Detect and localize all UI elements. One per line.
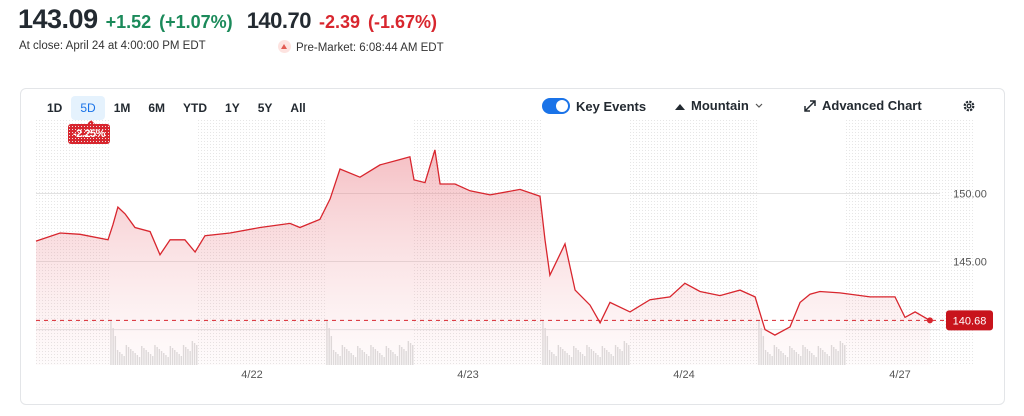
tab-6m[interactable]: 6M [148,101,166,115]
mountain-icon [675,103,685,110]
toggle-switch[interactable] [542,98,570,114]
gear-icon [963,100,975,112]
chevron-down-icon [755,103,763,108]
tab-1d[interactable]: 1D [47,101,63,115]
premarket-label: Pre-Market: 6:08:44 AM EDT [296,42,444,54]
range-tabs: 1D 5D 1M 6M YTD 1Y 5Y All [38,96,315,120]
close-price: 143.09 [18,4,98,34]
tab-5d[interactable]: 5D [71,96,105,120]
premarket-timestamp: Pre-Market: 6:08:44 AM EDT [278,40,444,54]
advanced-chart-label: Advanced Chart [822,98,922,113]
chart-type-dropdown[interactable]: Mountain [675,98,763,113]
close-timestamp: At close: April 24 at 4:00:00 PM EDT [19,40,206,52]
key-events-label: Key Events [576,98,647,114]
advanced-chart-button[interactable]: Advanced Chart [804,98,922,113]
close-change-pct: (+1.07%) [159,12,233,32]
chart-card [20,88,1005,405]
tab-ytd[interactable]: YTD [183,101,208,115]
key-events-toggle[interactable]: Key Events [542,98,646,114]
close-change: +1.52 [105,12,152,32]
premarket-price: 140.70 [246,8,312,33]
tab-1m[interactable]: 1M [113,101,131,115]
range-change-badge: -2.25% [68,120,110,144]
tab-5y[interactable]: 5Y [257,101,273,115]
chart-type-label: Mountain [691,98,749,113]
premarket-icon [278,40,291,53]
settings-button[interactable] [962,99,976,113]
tab-1y[interactable]: 1Y [225,101,240,115]
tab-all[interactable]: All [290,101,306,115]
quote-header: 143.09 +1.52 (+1.07%) 140.70 -2.39 (-1.6… [18,4,437,35]
premarket-change-pct: (-1.67%) [368,12,438,32]
expand-arrow-icon [804,99,816,112]
premarket-change: -2.39 [318,12,361,32]
